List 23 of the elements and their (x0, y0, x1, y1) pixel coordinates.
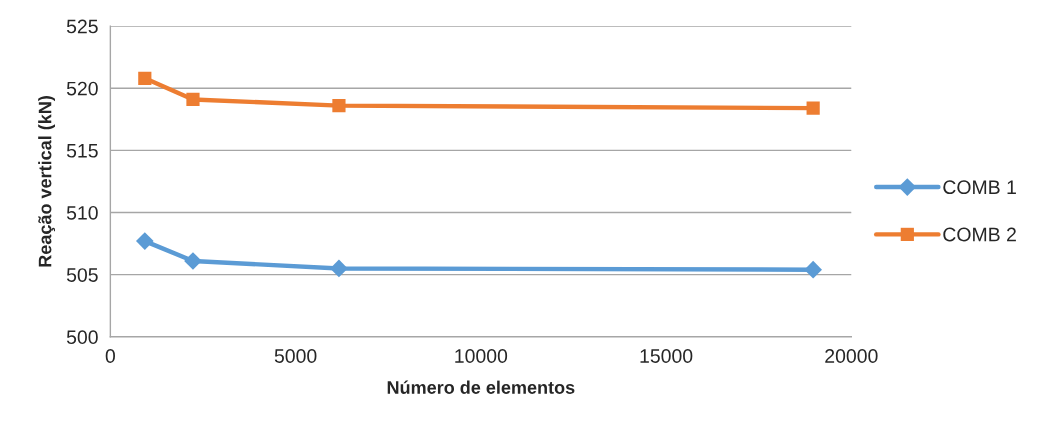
legend-label: COMB 1 (943, 180, 1016, 195)
x-tick-label: 20000 (825, 349, 878, 363)
point (332, 99, 346, 113)
x-tick-label: 15000 (640, 349, 693, 363)
y-tick-label: 515 (66, 144, 98, 158)
x-axis-title: Número de elementos (387, 380, 575, 394)
y-tick-label: 510 (66, 205, 98, 220)
point (804, 260, 822, 279)
y-tick-label: 520 (66, 81, 98, 96)
legend-label: COMB 2 (943, 227, 1016, 242)
x-tick-label: 10000 (455, 349, 508, 363)
point (186, 92, 200, 107)
y-tick-label: 525 (66, 19, 98, 34)
point (806, 101, 820, 115)
y-tick-label: 505 (66, 268, 98, 282)
y-tick-label: 500 (66, 330, 98, 345)
x-tick-label: 0 (105, 349, 115, 363)
x-tick-label: 5000 (274, 349, 317, 363)
point (135, 232, 154, 250)
point (330, 259, 348, 278)
y-axis-title: Reação vertical (kN) (38, 96, 55, 267)
point (138, 71, 152, 85)
point (184, 252, 202, 270)
